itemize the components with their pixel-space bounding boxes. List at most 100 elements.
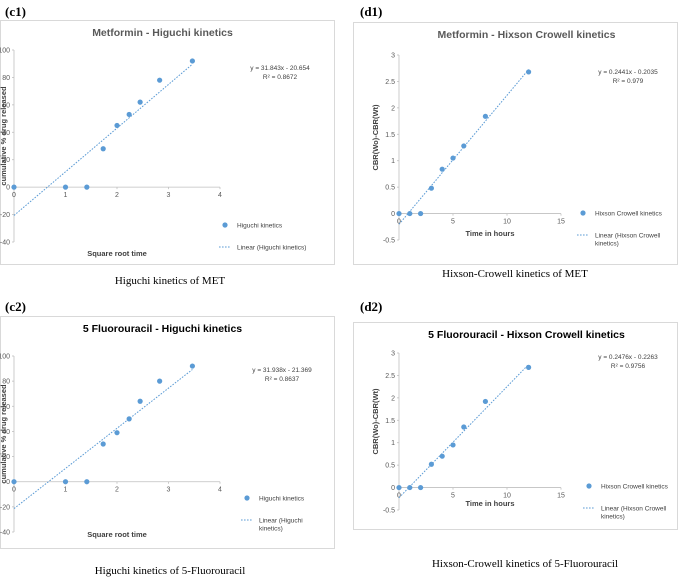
x-tick-label: 1: [64, 487, 68, 494]
x-tick-label: 5: [451, 219, 455, 226]
data-point: [450, 442, 456, 448]
y-axis-label: CBR(Wo)-CBR(Wt): [371, 388, 380, 455]
x-tick-label: 2: [115, 487, 119, 494]
y-tick-label: 20: [2, 454, 10, 461]
data-point: [157, 77, 163, 83]
chart-frame: [353, 22, 678, 265]
y-tick-label: -0.5: [383, 238, 395, 245]
y-tick-label: 0.5: [385, 185, 395, 192]
trendline-equation: y = 0.2441x - 0.2035: [598, 69, 658, 76]
chart-title: Metformin - Hixson Crowell kinetics: [438, 29, 616, 41]
legend-marker-series: [222, 222, 228, 228]
legend-label-series: Hixson Crowell kinetics: [601, 484, 669, 491]
data-point: [482, 398, 488, 405]
y-tick-label: 1.5: [385, 132, 395, 139]
data-point: [526, 69, 532, 75]
x-tick-label: 4: [218, 192, 222, 199]
panel-label-d2: (d2): [360, 299, 383, 314]
trendline-r2: R² = 0.9756: [611, 363, 646, 370]
data-point: [84, 479, 90, 485]
chart-fluorouracil-hixson-crowell: 5 Fluorouracil - Hixson Crowell kinetics…: [353, 322, 678, 530]
y-axis-label: cumulative % drug released: [0, 86, 8, 186]
data-point: [189, 363, 195, 369]
x-axis-label: Square root time: [87, 530, 147, 539]
chart-frame: [0, 316, 335, 549]
legend-label-trendline: Linear (Higuchi kinetics): [237, 245, 306, 252]
y-tick-label: 40: [2, 429, 10, 436]
caption-c2: Higuchi kinetics of 5-Fluorouracil: [94, 565, 246, 577]
trendline: [398, 364, 529, 499]
data-point: [396, 210, 402, 217]
y-tick-label: -20: [0, 212, 10, 219]
x-tick-label: 0: [12, 192, 16, 199]
data-point: [461, 424, 467, 430]
trendline-equation: y = 31.938x - 21.369: [252, 367, 312, 374]
y-tick-label: 20: [2, 157, 10, 164]
y-tick-label: 2.5: [385, 373, 395, 380]
chart-metformin-higuchi: Metformin - Higuchi kinetics-40-20020406…: [0, 20, 335, 265]
data-point: [126, 111, 132, 118]
data-point: [84, 184, 90, 190]
data-point: [126, 416, 132, 422]
caption-d1: Hixson-Crowell kinetics of MET: [442, 268, 588, 280]
data-point: [482, 113, 488, 119]
data-point: [450, 155, 456, 161]
x-tick-label: 5: [451, 493, 455, 500]
y-tick-label: 0: [391, 485, 395, 492]
data-point: [189, 58, 195, 64]
legend-label-trendline: Linear (Hixson Crowell kinetics): [595, 233, 661, 248]
trendline-equation: y = 31.843x - 20.654: [250, 65, 310, 72]
x-tick-label: 10: [503, 493, 511, 500]
x-tick-label: 0: [397, 493, 401, 500]
x-tick-label: 3: [167, 487, 171, 494]
y-tick-label: 2.5: [385, 79, 395, 86]
legend-marker-series: [244, 495, 250, 501]
chart-frame: [353, 322, 678, 530]
panel-label-c2: (c2): [5, 299, 26, 314]
y-tick-label: 100: [0, 48, 10, 55]
chart-title: 5 Fluorouracil - Higuchi kinetics: [83, 323, 242, 335]
data-point: [114, 122, 120, 129]
legend-marker-series: [586, 483, 592, 489]
y-tick-label: 80: [2, 75, 10, 82]
x-tick-label: 10: [503, 219, 511, 226]
y-tick-label: 40: [2, 130, 10, 137]
y-tick-label: 0.5: [385, 463, 395, 470]
y-tick-label: 1.5: [385, 418, 395, 425]
chart-metformin-hixson-crowell: Metformin - Hixson Crowell kinetics -0.5 0…: [353, 22, 678, 265]
x-tick-label: 1: [64, 192, 68, 199]
y-tick-label: 80: [2, 379, 10, 386]
chart-fluorouracil-higuchi: 5 Fluorouracil - Higuchi kinetics -40 -20 0…: [0, 316, 335, 549]
y-tick-label: 0: [6, 479, 10, 486]
chart-title: Metformin - Higuchi kinetics: [92, 27, 233, 39]
legend-marker-series: [580, 210, 586, 216]
data-point: [428, 461, 434, 467]
legend-label-series: Higuchi kinetics: [237, 223, 283, 230]
data-point: [461, 143, 467, 149]
trendline-equation: y = 0.2476x - 0.2263: [598, 354, 658, 361]
trendline: [398, 69, 529, 225]
data-point: [407, 210, 413, 217]
y-tick-label: 1: [391, 158, 395, 165]
data-point: [11, 184, 17, 190]
x-tick-label: 0: [12, 487, 16, 494]
x-tick-label: 3: [167, 192, 171, 199]
y-axis-label: cumulative % drug released: [0, 384, 8, 484]
data-point: [114, 430, 120, 436]
trendline-r2: R² = 0.8637: [265, 376, 300, 383]
data-point: [62, 479, 69, 485]
trendline-r2: R² = 0.8672: [263, 74, 298, 81]
y-tick-label: -20: [0, 504, 10, 511]
legend-label-trendline: Linear (Higuchi kinetics): [259, 518, 303, 533]
y-tick-label: -40: [0, 530, 10, 537]
x-tick-label: 2: [115, 192, 119, 199]
trendline-r2: R² = 0.979: [613, 78, 644, 85]
legend-label-trendline: Linear (Hixson Crowell kinetics): [601, 506, 667, 521]
data-point: [396, 484, 402, 491]
y-tick-label: 3: [391, 53, 395, 60]
y-tick-label: 0: [391, 211, 395, 218]
x-tick-label: 15: [557, 219, 565, 226]
data-point: [428, 185, 434, 191]
data-point: [137, 99, 143, 105]
data-point: [418, 210, 424, 217]
